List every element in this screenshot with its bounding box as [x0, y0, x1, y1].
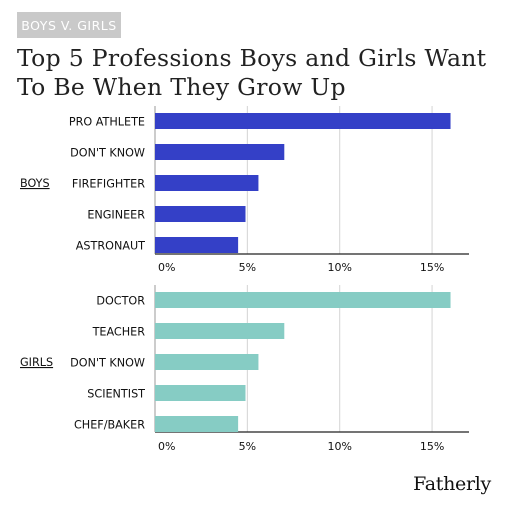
title-line-1: Top 5 Professions Boys and Girls Want	[17, 44, 487, 72]
girls-bar	[155, 354, 259, 370]
girls-group-label: GIRLS	[20, 356, 53, 369]
girls-category-label: SCIENTIST	[87, 388, 145, 401]
girls-bar	[155, 292, 451, 308]
brand-logo: Fatherly	[413, 473, 491, 495]
boys-bar	[155, 144, 285, 160]
girls-bar	[155, 385, 246, 401]
girls-bar	[155, 416, 239, 432]
boys-tick-label: 15%	[420, 261, 444, 274]
girls-tick-label: 0%	[158, 440, 175, 453]
boys-category-label: ASTRONAUT	[76, 240, 145, 253]
boys-group-label: BOYS	[20, 177, 50, 190]
girls-category-label: TEACHER	[92, 326, 146, 339]
chart-title: Top 5 Professions Boys and Girls Want To…	[17, 44, 507, 102]
boys-category-label: PRO ATHLETE	[69, 116, 145, 129]
girls-bar	[155, 323, 285, 339]
boys-tick-label: 5%	[239, 261, 256, 274]
girls-tick-label: 10%	[327, 440, 351, 453]
girls-category-label: DOCTOR	[96, 295, 145, 308]
boys-bar	[155, 237, 239, 253]
section-tag: BOYS V. GIRLS	[17, 12, 121, 38]
boys-category-label: FIREFIGHTER	[72, 178, 145, 191]
boys-category-label: ENGINEER	[87, 209, 145, 222]
title-line-2: To Be When They Grow Up	[17, 73, 346, 101]
girls-category-label: DON'T KNOW	[70, 357, 145, 370]
boys-bar	[155, 113, 451, 129]
boys-bar	[155, 206, 246, 222]
boys-tick-label: 0%	[158, 261, 175, 274]
girls-category-label: CHEF/BAKER	[74, 419, 145, 432]
girls-tick-label: 15%	[420, 440, 444, 453]
boys-bar	[155, 175, 259, 191]
boys-category-label: DON'T KNOW	[70, 147, 145, 160]
girls-tick-label: 5%	[239, 440, 256, 453]
boys-tick-label: 10%	[327, 261, 351, 274]
